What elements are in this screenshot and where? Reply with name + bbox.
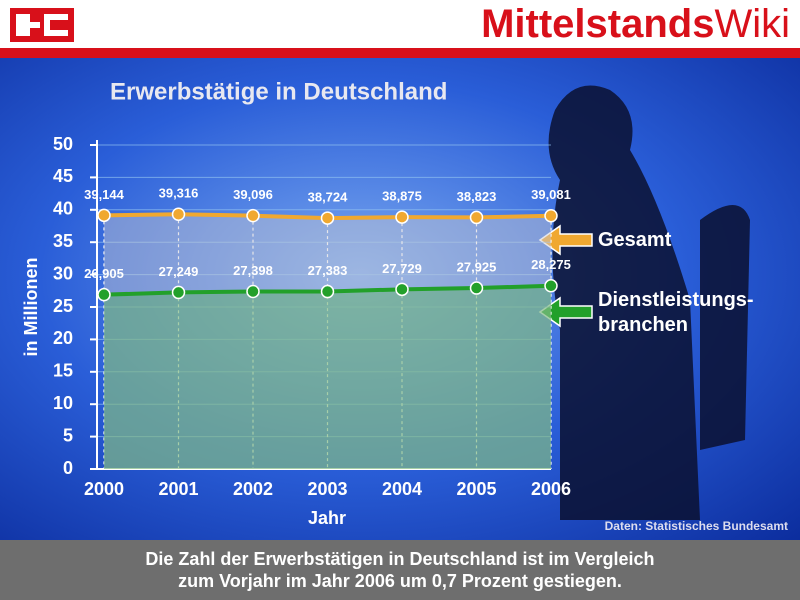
data-label: 38,875 [382,189,422,204]
marker [320,211,335,225]
y-tick-label: 0 [63,458,73,478]
data-label: 39,144 [84,187,125,202]
marker [171,207,186,221]
marker [544,279,558,293]
data-label: 27,383 [308,263,348,278]
header [0,0,800,48]
chair [700,205,750,450]
y-tick-label: 45 [53,166,73,186]
x-axis-label: Jahr [308,508,346,528]
y-axis-label: in Millionen [21,258,41,357]
marker [246,208,260,223]
x-tick-label: 2005 [456,479,496,499]
x-tick-label: 2000 [84,479,124,499]
data-label: 27,729 [382,261,422,276]
legend-label: Dienstleistungs- branchen [598,289,754,336]
data-label: 38,724 [308,190,349,205]
y-tick-label: 40 [53,199,73,219]
marker [246,284,260,299]
area [104,214,551,469]
footer [0,540,800,600]
marker [469,210,484,225]
y-tick-label: 35 [53,231,73,251]
area [104,285,551,469]
marker [97,208,111,223]
y-tick-label: 15 [53,361,73,381]
x-tick-label: 2006 [531,479,571,499]
legend-arrow [538,224,593,256]
brand-bold: Mittelstands [481,2,714,46]
brand: MittelstandsWiki [481,2,790,46]
marker [469,281,484,295]
marker [544,209,558,223]
x-tick-label: 2002 [233,479,273,499]
y-tick-label: 5 [63,425,73,445]
brand-light: Wiki [714,2,790,46]
data-label: 27,925 [457,259,497,274]
data-label: 39,096 [233,187,273,202]
marker [320,284,335,299]
data-label: 38,823 [457,189,497,204]
legend-label: Gesamt [598,229,672,251]
x-tick-label: 2001 [158,479,198,499]
data-label: 39,081 [531,187,571,202]
y-tick-label: 50 [53,134,73,154]
source: Daten: Statistisches Bundesamt [605,519,788,533]
y-tick-label: 30 [53,263,73,283]
y-tick-label: 20 [53,328,73,348]
silhouette [548,85,700,520]
x-tick-label: 2004 [382,479,422,499]
caption: Die Zahl der Erwerbstätigen in Deutschla… [145,549,655,591]
data-label: 27,249 [159,264,199,279]
data-label: 28,275 [531,257,571,272]
y-tick-label: 10 [53,393,73,413]
chart-title: Erwerbstätige in Deutschland [110,78,447,105]
marker [395,282,409,297]
header-bar [0,48,800,58]
x-tick-label: 2003 [307,479,347,499]
marker [97,287,111,302]
y-tick-label: 25 [53,296,73,316]
data-label: 39,316 [159,186,199,201]
data-label: 27,398 [233,263,273,278]
data-label: 26,905 [84,266,124,281]
marker [171,285,186,300]
marker [395,210,409,224]
legend-arrow [538,296,593,328]
logo [10,8,74,42]
